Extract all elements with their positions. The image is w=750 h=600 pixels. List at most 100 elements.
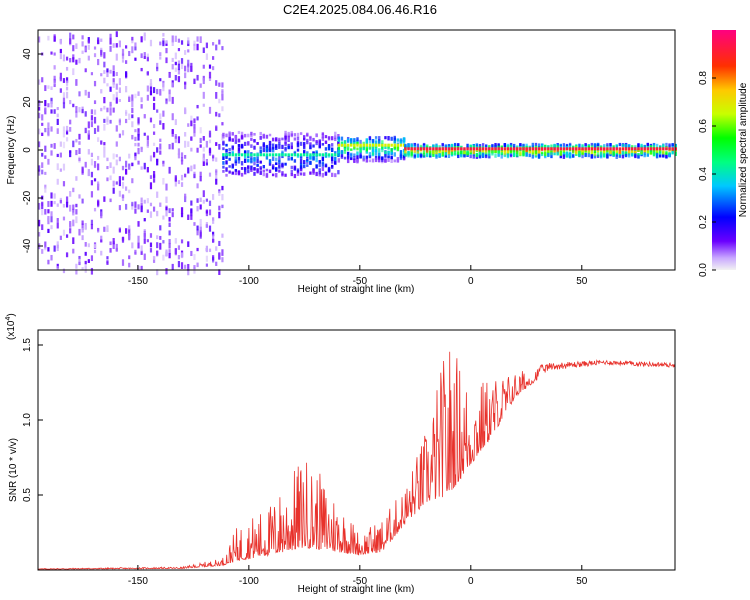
spectrogram-band-1180 — [315, 153, 318, 157]
spectrogram-cell-304 — [103, 152, 106, 158]
spectrogram-cell-983 — [262, 169, 266, 173]
spectrogram-cell-1524 — [410, 144, 413, 148]
spectrogram-cell-1119 — [299, 159, 303, 164]
spectrogram-cell-147 — [69, 228, 72, 234]
spectrogram-cell-1740 — [469, 150, 472, 153]
spectrogram-cell-138 — [65, 91, 69, 99]
spectrogram-band-2434 — [665, 147, 668, 151]
spectrogram-cell-441 — [134, 201, 137, 208]
spectrogram-cell-1490 — [402, 148, 406, 153]
spectrogram-cell-1133 — [303, 163, 306, 168]
spectrogram-cell-622 — [174, 67, 177, 72]
spectrogram-cell-658 — [184, 65, 187, 72]
spectrogram-band-2324 — [634, 147, 637, 151]
spectrogram-cell-204 — [81, 235, 84, 241]
spectrogram-cell-176 — [75, 138, 78, 143]
spectrogram-cell-418 — [128, 262, 131, 268]
spectrogram-cell-2311 — [631, 149, 634, 153]
spectrogram-cell-828 — [221, 233, 224, 238]
spectrogram-band-1928 — [522, 147, 525, 151]
colorbar-ticks: 0.00.20.40.60.8 — [698, 71, 716, 277]
spectrogram-cell-1406 — [378, 140, 381, 145]
spectrogram-cell-1681 — [453, 150, 457, 155]
spectrogram-cell-840 — [222, 161, 225, 165]
spectrogram-cell-338 — [112, 94, 115, 101]
spectrogram-cell-651 — [180, 157, 184, 162]
spectrogram-x-ticks: -150 -100 -50 0 50 — [128, 265, 588, 287]
spectrogram-cell-95 — [56, 222, 59, 229]
spectrogram-band-1697 — [457, 147, 460, 151]
spectrogram-cell-1690 — [457, 143, 460, 148]
spectrogram-cell-358 — [115, 97, 118, 104]
spectrogram-cell-955 — [253, 171, 256, 176]
spectrogram-cell-165 — [72, 57, 75, 63]
spectrogram-cell-1035 — [275, 172, 278, 178]
spectrogram-cell-2235 — [609, 150, 612, 155]
spectrogram-band-1356 — [362, 143, 365, 147]
spectrogram-cell-879 — [231, 145, 234, 150]
spectrogram-cell-2350 — [643, 150, 646, 154]
spectrogram-cell-514 — [149, 90, 153, 96]
spectrogram-cell-510 — [149, 248, 153, 253]
spectrogram-cell-1211 — [324, 140, 328, 144]
spectrogram-band-2071 — [562, 147, 566, 151]
spectrogram-cell-526 — [152, 87, 156, 94]
spectrogram-cell-343 — [112, 82, 115, 88]
spectrogram-band-2467 — [674, 147, 677, 151]
spectrogram-cell-1453 — [390, 148, 393, 153]
spectrogram-cell-1415 — [381, 140, 384, 144]
spectrogram-cell-134 — [65, 234, 69, 238]
spectrogram-cell-389 — [121, 259, 125, 266]
spectrogram-cell-1002 — [265, 148, 269, 153]
spectrogram-cell-477 — [143, 35, 146, 41]
spectrogram-cell-82 — [53, 79, 56, 86]
spectrogram-band-1774 — [478, 147, 482, 151]
spectrogram-cell-959 — [253, 157, 256, 162]
spectrogram-cell-1459 — [393, 135, 396, 139]
spectrogram-cell-119 — [62, 163, 66, 171]
colorbar-tick-label-2: 0.4 — [698, 167, 709, 181]
spectrogram-cell-878 — [231, 171, 234, 175]
spectrogram-cell-593 — [168, 89, 171, 95]
spectrogram-cell-319 — [106, 177, 109, 182]
spectrogram-cell-990 — [262, 142, 266, 146]
spectrogram-cell-648 — [180, 239, 184, 244]
spectrogram-cell-2179 — [593, 150, 597, 154]
spectrogram-cell-301 — [103, 96, 106, 104]
spectrogram-cell-1265 — [337, 139, 341, 142]
spectrogram-cell-582 — [165, 196, 168, 204]
spectrogram-cell-756 — [205, 42, 208, 49]
spectrogram-cell-96 — [56, 218, 59, 222]
spectrogram-band-2379 — [649, 147, 653, 151]
spectrogram-cell-1021 — [271, 156, 275, 161]
spectrogram-cell-896 — [237, 147, 241, 152]
spectrogram-cell-594 — [168, 217, 171, 222]
spectrogram-cell-279 — [97, 227, 100, 232]
spectrogram-cell-712 — [193, 254, 196, 260]
spectrogram-cell-265 — [93, 109, 97, 115]
spectrogram-cell-1142 — [306, 138, 309, 142]
spectrogram-cell-1036 — [275, 137, 278, 142]
spectrogram-band-1950 — [528, 147, 531, 151]
spectrogram-cell-540 — [156, 191, 159, 198]
spectrogram-cell-716 — [196, 206, 199, 212]
spectrogram-cell-14 — [41, 169, 44, 175]
spectrogram-cell-125 — [62, 126, 66, 131]
spectrogram-cell-230 — [87, 55, 90, 61]
snr-y-ticks: 0.51.01.5 — [22, 338, 43, 502]
spectrogram-cell-347 — [112, 238, 115, 245]
spectrogram-cell-1491 — [402, 154, 406, 159]
spectrogram-cell-898 — [237, 160, 241, 164]
spectrogram-cell-630 — [177, 48, 181, 52]
spectrogram-cell-533 — [156, 235, 159, 240]
spectrogram-cell-1542 — [413, 154, 416, 158]
spectrogram-cell-133 — [65, 77, 69, 83]
spectrogram-cell-1205 — [324, 163, 328, 168]
spectrogram-cell-584 — [165, 249, 168, 257]
spectrogram-cell-795 — [212, 217, 215, 221]
snr-frame — [37, 329, 676, 571]
spectrogram-cell-1398 — [374, 136, 378, 139]
spectrogram-band-1422 — [381, 143, 384, 147]
spectrogram-cell-1170 — [315, 150, 318, 154]
spectrogram-cell-969 — [256, 154, 259, 159]
